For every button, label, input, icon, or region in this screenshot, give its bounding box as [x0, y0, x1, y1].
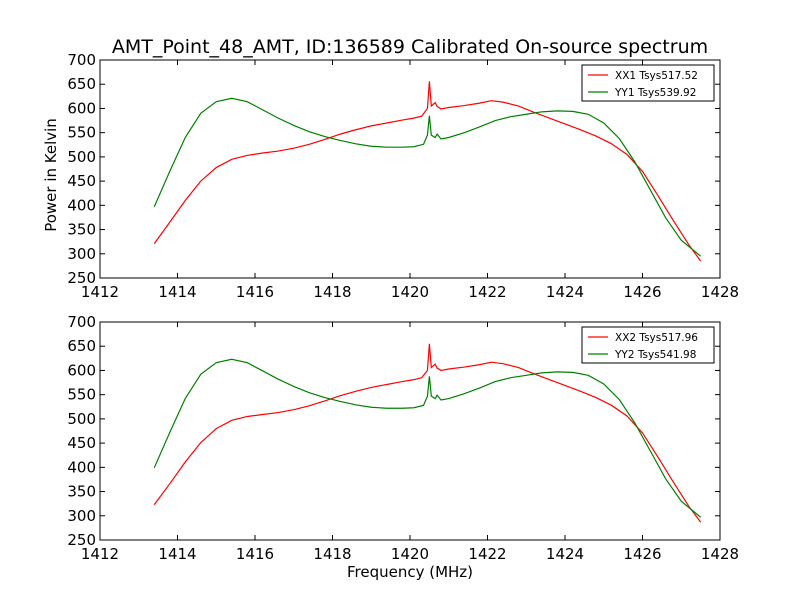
x-tick-label: 1426	[623, 545, 661, 563]
y-tick-label: 600	[67, 99, 96, 117]
series-line-2-1	[153, 343, 702, 523]
legend-1: XX1 Tsys517.52 YY1 Tsys539.92	[581, 64, 715, 102]
y-tick-label: 350	[67, 221, 96, 239]
y-tick-label: 400	[67, 458, 96, 476]
x-tick-label: 1416	[236, 545, 274, 563]
x-tick-label: 1424	[546, 545, 584, 563]
y-tick-label: 350	[67, 483, 96, 501]
x-tick-label: 1426	[623, 283, 661, 301]
y-tick-label: 400	[67, 196, 96, 214]
y-tick-label: 700	[67, 51, 96, 69]
legend-label: YY1 Tsys539.92	[614, 87, 696, 99]
y-tick-label: 450	[67, 172, 96, 190]
legend-label: XX2 Tsys517.96	[615, 332, 698, 344]
plot-panel-2: 1412 1414 1416 1418 1420 1422 1424 1426 1428 250 3…	[67, 313, 739, 563]
y-tick-label: 650	[67, 75, 96, 93]
x-tick-label: 1422	[468, 283, 506, 301]
y-tick-label: 250	[67, 269, 96, 287]
x-tick-label: 1418	[313, 545, 351, 563]
legend-label: XX1 Tsys517.52	[615, 70, 698, 82]
plot-panel-1: 1412 1414 1416 1418 1420 1422 1424 1426 1428 250 3…	[67, 51, 739, 301]
legend-box	[581, 64, 715, 102]
y-axis-label: Power in Kelvin	[42, 118, 60, 232]
x-tick-label: 1414	[158, 283, 196, 301]
legend-2: XX2 Tsys517.96 YY2 Tsys541.98	[581, 326, 715, 364]
x-tick-label: 1424	[546, 283, 584, 301]
x-tick-label: 1412	[81, 283, 119, 301]
legend-box	[581, 326, 715, 364]
y-tick-label: 300	[67, 245, 96, 263]
series-line-1-2	[153, 97, 702, 257]
y-tick-label: 450	[67, 434, 96, 452]
y-tick-label: 500	[67, 148, 96, 166]
x-tick-label: 1420	[391, 283, 429, 301]
y-tick-label: 650	[67, 337, 96, 355]
y-tick-label: 500	[67, 410, 96, 428]
x-tick-label: 1418	[313, 283, 351, 301]
y-tick-label: 300	[67, 507, 96, 525]
x-tick-label: 1420	[391, 545, 429, 563]
series-line-1-1	[153, 81, 702, 262]
series-line-2-2	[153, 358, 702, 518]
x-tick-label: 1428	[701, 545, 739, 563]
x-tick-label: 1428	[701, 283, 739, 301]
plot-panels: 1412 1414 1416 1418 1420 1422 1424 1426 1428 250 3…	[67, 51, 739, 563]
legend-label: YY2 Tsys541.98	[614, 349, 696, 361]
y-tick-label: 700	[67, 313, 96, 331]
x-axis-label: Frequency (MHz)	[347, 563, 473, 581]
figure-title: AMT_Point_48_AMT, ID:136589 Calibrated O…	[112, 36, 708, 58]
y-tick-label: 550	[67, 386, 96, 404]
x-tick-label: 1414	[158, 545, 196, 563]
y-tick-label: 600	[67, 361, 96, 379]
x-tick-label: 1412	[81, 545, 119, 563]
y-tick-label: 550	[67, 124, 96, 142]
x-tick-label: 1422	[468, 545, 506, 563]
y-tick-label: 250	[67, 531, 96, 549]
x-tick-label: 1416	[236, 283, 274, 301]
